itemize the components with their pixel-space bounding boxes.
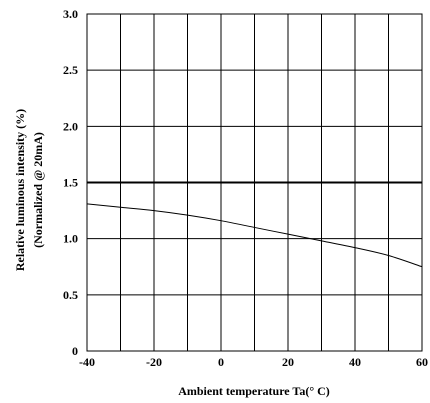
x-tick-label: 20 — [282, 355, 294, 369]
x-tick-label: 0 — [218, 355, 224, 369]
y-tick-label: 0 — [72, 344, 78, 358]
y-tick-label: 1.0 — [63, 232, 78, 246]
x-tick-label: 60 — [416, 355, 428, 369]
y-tick-label: 2.5 — [63, 63, 78, 77]
series-layer — [86, 203, 423, 268]
series-line — [86, 203, 423, 268]
y-tick-label: 0.5 — [63, 288, 78, 302]
x-tick-label: -20 — [146, 355, 162, 369]
y-tick-labels: 0 0.5 1.0 1.5 2.0 2.5 3.0 — [63, 7, 78, 358]
y-axis-label-line-1: Relative luminous intensity (%) — [13, 109, 27, 271]
y-tick-label: 2.0 — [63, 119, 78, 133]
plot-frame — [86, 13, 423, 352]
x-tick-label: -40 — [79, 355, 95, 369]
y-tick-label: 1.5 — [63, 176, 78, 190]
x-tick-labels: -40 -20 0 20 40 60 — [79, 355, 428, 369]
x-tick-label: 40 — [349, 355, 361, 369]
y-tick-label: 3.0 — [63, 7, 78, 21]
y-axis-label-line-2: (Normalized @ 20mA) — [31, 132, 45, 248]
x-axis-label: Ambient temperature Ta(° C) — [178, 384, 330, 398]
